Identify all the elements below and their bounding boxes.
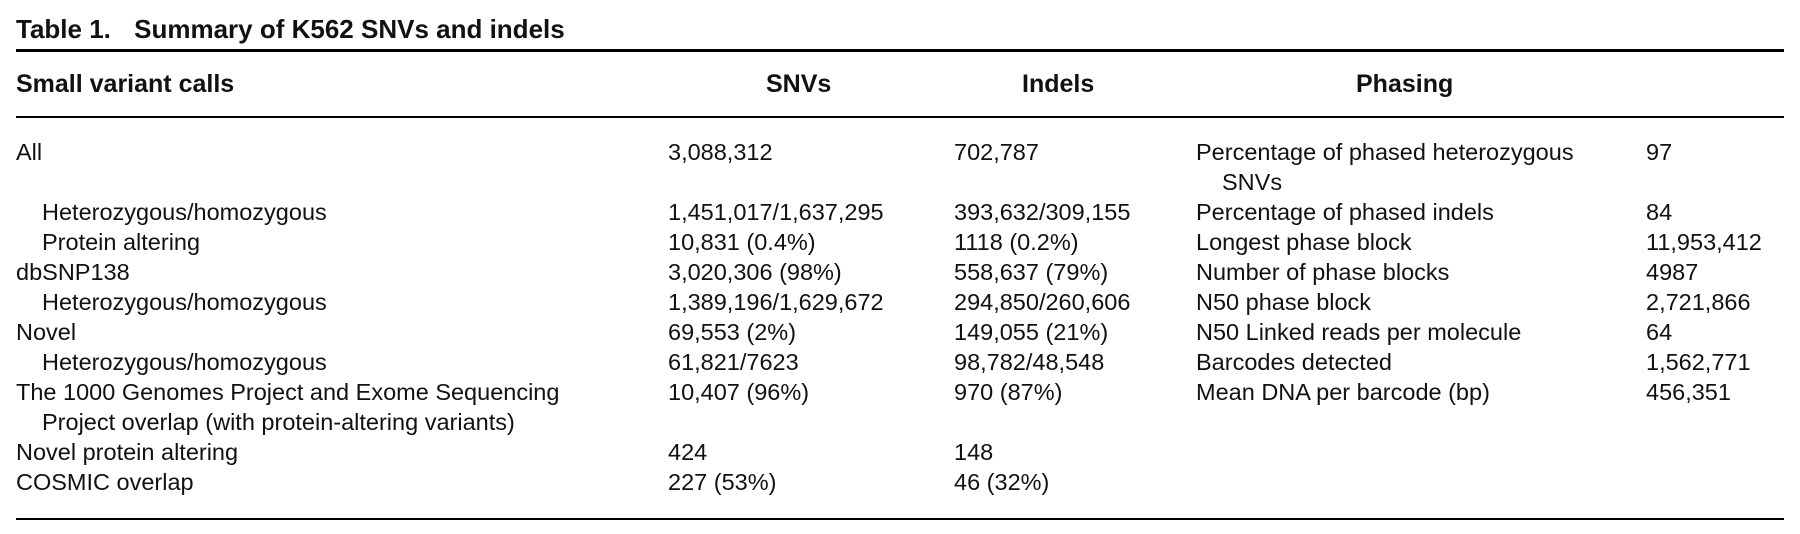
- top-rule: [16, 49, 1784, 52]
- row-label: All: [16, 139, 43, 165]
- snv-value: 3,088,312: [668, 139, 773, 165]
- row-label: Heterozygous/homozygous: [42, 199, 327, 225]
- indel-value: 148: [954, 439, 994, 465]
- indel-value: 702,787: [954, 139, 1039, 165]
- table-title: Summary of K562 SNVs and indels: [134, 14, 565, 44]
- table-row: Protein altering 10,831 (0.4%) 1118 (0.2…: [0, 227, 1800, 257]
- table-number: Table 1.: [16, 14, 111, 44]
- row-label: Novel: [16, 319, 77, 345]
- indel-value: 393,632/309,155: [954, 199, 1131, 225]
- snv-value: 10,407 (96%): [668, 379, 810, 405]
- row-label: Heterozygous/homozygous: [42, 349, 327, 375]
- table-row: Heterozygous/homozygous 1,389,196/1,629,…: [0, 287, 1800, 317]
- snv-value: 61,821/7623: [668, 349, 799, 375]
- table-row: Novel protein altering 424 148: [0, 437, 1800, 467]
- phasing-label: Percentage of phased heterozygous SNVs: [1196, 137, 1636, 197]
- table-row: All 3,088,312 702,787 Percentage of phas…: [0, 137, 1800, 197]
- phasing-label: N50 Linked reads per molecule: [1196, 319, 1522, 345]
- row-label: Protein altering: [42, 229, 201, 255]
- phasing-value: 97: [1646, 139, 1673, 165]
- phasing-value: 456,351: [1646, 379, 1731, 405]
- indel-value: 98,782/48,548: [954, 349, 1105, 375]
- phasing-value: 1,562,771: [1646, 349, 1751, 375]
- phasing-label: Longest phase block: [1196, 229, 1412, 255]
- row-label: dbSNP138: [16, 259, 130, 285]
- indel-value: 294,850/260,606: [954, 289, 1131, 315]
- header-rule: [16, 116, 1784, 118]
- header-small-variant-calls: Small variant calls: [16, 70, 235, 98]
- snv-value: 10,831 (0.4%): [668, 229, 816, 255]
- header-phasing: Phasing: [1356, 70, 1454, 98]
- phasing-label: N50 phase block: [1196, 289, 1372, 315]
- row-label: Novel protein altering: [16, 439, 239, 465]
- phasing-label: Barcodes detected: [1196, 349, 1392, 375]
- row-label: Heterozygous/homozygous: [42, 289, 327, 315]
- snv-value: 227 (53%): [668, 469, 777, 495]
- indel-value: 558,637 (79%): [954, 259, 1109, 285]
- snv-value: 424: [668, 439, 708, 465]
- indel-value: 970 (87%): [954, 379, 1063, 405]
- phasing-value: 11,953,412: [1646, 229, 1762, 255]
- phasing-value: 2,721,866: [1646, 289, 1751, 315]
- snv-value: 69,553 (2%): [668, 319, 797, 345]
- phasing-label: Number of phase blocks: [1196, 259, 1450, 285]
- table-row: Heterozygous/homozygous 1,451,017/1,637,…: [0, 197, 1800, 227]
- phasing-label: Mean DNA per barcode (bp): [1196, 379, 1490, 405]
- row-label: The 1000 Genomes Project and Exome Seque…: [16, 377, 656, 437]
- table-row: dbSNP138 3,020,306 (98%) 558,637 (79%) N…: [0, 257, 1800, 287]
- bottom-rule: [16, 518, 1784, 520]
- phasing-label: Percentage of phased indels: [1196, 199, 1494, 225]
- phasing-value: 4987: [1646, 259, 1699, 285]
- indel-value: 46 (32%): [954, 469, 1050, 495]
- row-label-continuation: Project overlap (with protein-altering v…: [42, 409, 515, 435]
- header-indels: Indels: [1022, 70, 1095, 98]
- table-row: Heterozygous/homozygous 61,821/7623 98,7…: [0, 347, 1800, 377]
- table-header: Small variant calls SNVs Indels Phasing: [0, 70, 1800, 106]
- indel-value: 1118 (0.2%): [954, 229, 1079, 255]
- phasing-label-continuation: SNVs: [1222, 169, 1283, 195]
- snv-value: 1,451,017/1,637,295: [668, 199, 884, 225]
- table-body: All 3,088,312 702,787 Percentage of phas…: [0, 137, 1800, 497]
- table-row: COSMIC overlap 227 (53%) 46 (32%): [0, 467, 1800, 497]
- snv-value: 1,389,196/1,629,672: [668, 289, 884, 315]
- table-caption: Table 1. Summary of K562 SNVs and indels: [16, 14, 565, 45]
- snv-value: 3,020,306 (98%): [668, 259, 842, 285]
- header-snvs: SNVs: [766, 70, 832, 98]
- indel-value: 149,055 (21%): [954, 319, 1109, 345]
- phasing-value: 64: [1646, 319, 1673, 345]
- row-label: COSMIC overlap: [16, 469, 194, 495]
- phasing-value: 84: [1646, 199, 1673, 225]
- table-row: The 1000 Genomes Project and Exome Seque…: [0, 377, 1800, 437]
- table-row: Novel 69,553 (2%) 149,055 (21%) N50 Link…: [0, 317, 1800, 347]
